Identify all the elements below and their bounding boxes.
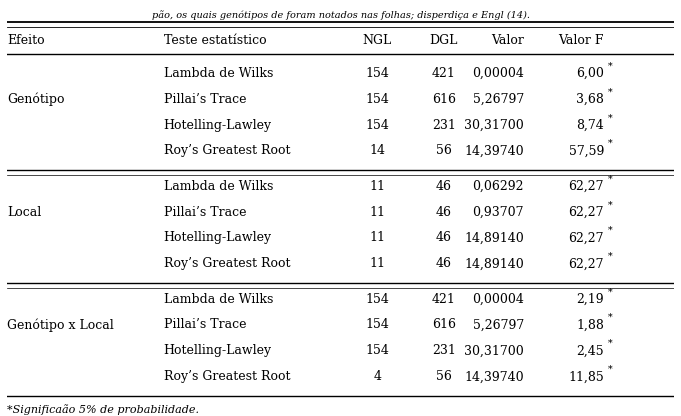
Text: Pillai’s Trace: Pillai’s Trace <box>163 319 246 332</box>
Text: 56: 56 <box>436 144 452 158</box>
Text: 2,45: 2,45 <box>577 344 604 357</box>
Text: 0,93707: 0,93707 <box>473 206 524 218</box>
Text: 616: 616 <box>432 319 456 332</box>
Text: 57,59: 57,59 <box>569 144 604 158</box>
Text: *: * <box>607 313 612 322</box>
Text: 154: 154 <box>365 119 389 131</box>
Text: Teste estatístico: Teste estatístico <box>163 35 266 47</box>
Text: 154: 154 <box>365 292 389 305</box>
Text: 11: 11 <box>369 258 385 270</box>
Text: 14,39740: 14,39740 <box>464 370 524 384</box>
Text: *: * <box>607 61 612 70</box>
Text: Roy’s Greatest Root: Roy’s Greatest Root <box>163 144 290 158</box>
Text: 62,27: 62,27 <box>569 206 604 218</box>
Text: 30,31700: 30,31700 <box>464 119 524 131</box>
Text: 46: 46 <box>436 231 452 245</box>
Text: 46: 46 <box>436 180 452 193</box>
Text: Genótipo: Genótipo <box>7 92 64 106</box>
Text: 14,89140: 14,89140 <box>464 231 524 245</box>
Text: 46: 46 <box>436 206 452 218</box>
Text: Efeito: Efeito <box>7 35 44 47</box>
Text: Valor: Valor <box>491 35 524 47</box>
Text: 421: 421 <box>432 292 456 305</box>
Text: 1,88: 1,88 <box>576 319 604 332</box>
Text: *: * <box>607 365 612 374</box>
Text: Hotelling-Lawley: Hotelling-Lawley <box>163 344 272 357</box>
Text: 2,19: 2,19 <box>577 292 604 305</box>
Text: 11: 11 <box>369 180 385 193</box>
Text: 14,89140: 14,89140 <box>464 258 524 270</box>
Text: 231: 231 <box>432 119 456 131</box>
Text: 616: 616 <box>432 92 456 106</box>
Text: *: * <box>607 113 612 122</box>
Text: 154: 154 <box>365 319 389 332</box>
Text: 154: 154 <box>365 67 389 79</box>
Text: *: * <box>607 252 612 261</box>
Text: 56: 56 <box>436 370 452 384</box>
Text: Lambda de Wilks: Lambda de Wilks <box>163 180 273 193</box>
Text: 4: 4 <box>373 370 381 384</box>
Text: 421: 421 <box>432 67 456 79</box>
Text: 231: 231 <box>432 344 456 357</box>
Text: Lambda de Wilks: Lambda de Wilks <box>163 292 273 305</box>
Text: 62,27: 62,27 <box>569 258 604 270</box>
Text: Roy’s Greatest Root: Roy’s Greatest Root <box>163 370 290 384</box>
Text: 3,68: 3,68 <box>576 92 604 106</box>
Text: *: * <box>607 226 612 235</box>
Text: Roy’s Greatest Root: Roy’s Greatest Root <box>163 258 290 270</box>
Text: 8,74: 8,74 <box>576 119 604 131</box>
Text: Hotelling-Lawley: Hotelling-Lawley <box>163 119 272 131</box>
Text: Lambda de Wilks: Lambda de Wilks <box>163 67 273 79</box>
Text: *Significaão 5% de probabilidade.: *Significaão 5% de probabilidade. <box>7 404 199 415</box>
Text: 46: 46 <box>436 258 452 270</box>
Text: 11: 11 <box>369 231 385 245</box>
Text: 0,06292: 0,06292 <box>473 180 524 193</box>
Text: 154: 154 <box>365 344 389 357</box>
Text: Pillai’s Trace: Pillai’s Trace <box>163 92 246 106</box>
Text: Pillai’s Trace: Pillai’s Trace <box>163 206 246 218</box>
Text: 62,27: 62,27 <box>569 231 604 245</box>
Text: Hotelling-Lawley: Hotelling-Lawley <box>163 231 272 245</box>
Text: *: * <box>607 287 612 296</box>
Text: DGL: DGL <box>430 35 458 47</box>
Text: 62,27: 62,27 <box>569 180 604 193</box>
Text: 0,00004: 0,00004 <box>472 292 524 305</box>
Text: 11: 11 <box>369 206 385 218</box>
Text: Genótipo x Local: Genótipo x Local <box>7 318 114 332</box>
Text: Valor F: Valor F <box>558 35 604 47</box>
Text: 5,26797: 5,26797 <box>473 319 524 332</box>
Text: pão, os quais genótipos de foram notados nas folhas; disperdiça e Engl (14).: pão, os quais genótipos de foram notados… <box>151 10 530 20</box>
Text: *: * <box>607 87 612 96</box>
Text: 14: 14 <box>369 144 385 158</box>
Text: 5,26797: 5,26797 <box>473 92 524 106</box>
Text: 0,00004: 0,00004 <box>472 67 524 79</box>
Text: 6,00: 6,00 <box>576 67 604 79</box>
Text: *: * <box>607 200 612 209</box>
Text: Local: Local <box>7 206 41 218</box>
Text: *: * <box>607 139 612 148</box>
Text: 14,39740: 14,39740 <box>464 144 524 158</box>
Text: NGL: NGL <box>362 35 392 47</box>
Text: 11,85: 11,85 <box>569 370 604 384</box>
Text: *: * <box>607 339 612 348</box>
Text: 30,31700: 30,31700 <box>464 344 524 357</box>
Text: *: * <box>607 174 612 183</box>
Text: 154: 154 <box>365 92 389 106</box>
